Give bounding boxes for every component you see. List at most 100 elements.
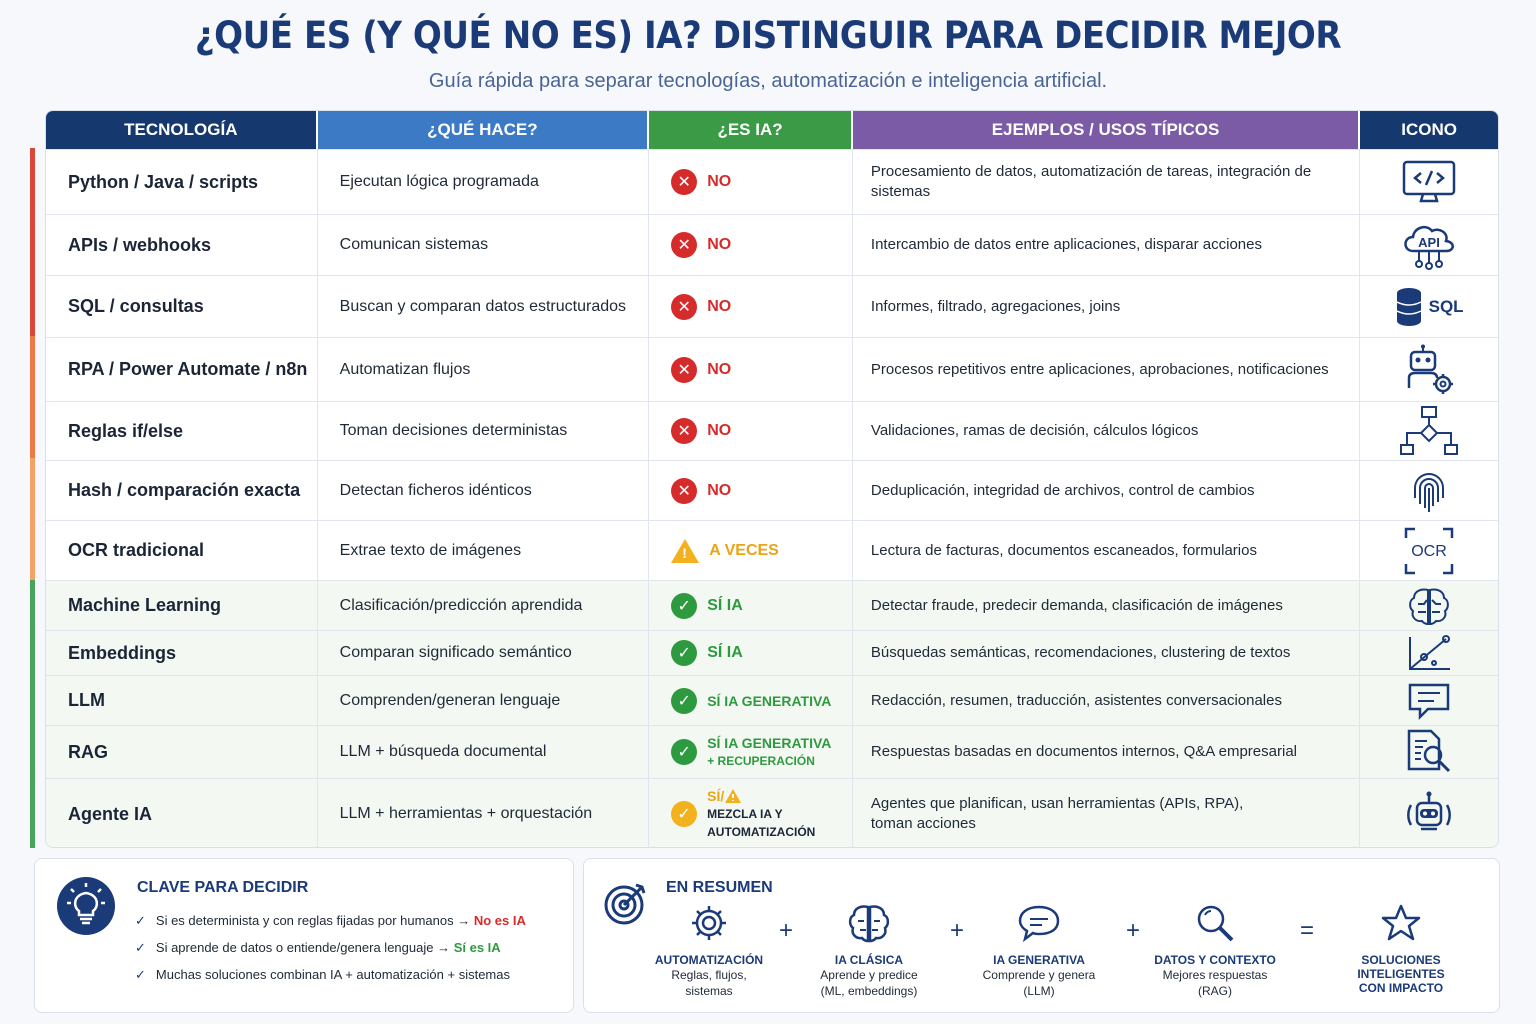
page-subtitle: Guía rápida para separar tecnologías, au… [428,70,1108,92]
key-panel-title: CLAVE PARA DECIDIR [137,879,309,896]
tech-description: LLM + búsqueda documental [318,726,650,778]
check-circle-icon: ✓ [671,640,698,666]
summary-item-desc: Mejores respuestas [1162,968,1268,982]
tech-name: Hash / comparación exacta [46,461,318,520]
summary-item-desc: Comprende y genera [982,968,1096,982]
ocr-icon-text: OCR [1411,543,1447,560]
tech-description: Detectan ficheros idénticos [318,461,650,520]
summary-item-title: AUTOMATIZACIÓN [654,953,764,967]
is-ai-label: SÍ IA GENERATIVA [707,735,832,751]
x-circle-icon: ✕ [671,293,698,320]
summary-item-automation: AUTOMATIZACIÓN Reglas, flujos, sistemas [639,903,779,999]
tech-description: Comparan significado semántico [318,631,650,675]
table-row: LLM Comprenden/generan lenguaje ✓ SÍ IA G… [46,675,1498,725]
list-item: ✓ Muchas soluciones combinan IA + automat… [135,961,526,988]
column-header-examples: EJEMPLOS / USOS TÍPICOS [852,111,1361,149]
key-item-text: Si es determinista y con reglas fijadas … [155,913,471,928]
fingerprint-icon [1360,461,1498,520]
warning-triangle-icon: ! [671,538,700,563]
star-icon [1331,903,1471,943]
is-ai-label: SÍ/ [707,788,725,804]
is-ai-label: NO [707,481,732,499]
tech-name: Embeddings [46,631,318,675]
table-row: Reglas if/else Toman decisiones determin… [46,401,1498,460]
table-row: OCR tradicional Extrae texto de imágenes… [46,520,1498,580]
table-row: Python / Java / scripts Ejecutan lógica … [46,149,1498,214]
tech-examples: Respuestas basadas en documentos interno… [853,726,1361,778]
is-ai-label: NO [707,297,732,315]
tech-description: Toman decisiones deterministas [318,402,650,460]
column-header-is-ai: ¿ES IA? [649,111,853,149]
sidebar-marker-red [30,148,35,336]
x-circle-icon: ✕ [671,477,698,504]
plus-operator: + [779,917,794,944]
is-ai-label: A VECES [709,541,779,559]
tech-examples: Procesos repetitivos entre aplicaciones,… [853,338,1361,401]
is-ai-label: NO [707,236,732,253]
tech-description: Clasificación/predicción aprendida [318,581,650,630]
list-item: ✓ Si es determinista y con reglas fijadas… [135,907,526,934]
summary-item-desc: Reglas, flujos, [671,968,747,982]
summary-item-generative-ai: IA GENERATIVA Comprende y genera (LLM) [969,903,1109,999]
table-row: Machine Learning Clasificación/predicció… [46,580,1498,630]
table-row: RAG LLM + búsqueda documental ✓ SÍ IA GE… [46,725,1498,778]
is-ai-label: NO [707,173,732,190]
tech-examples: Agentes que planifican, usan herramienta… [853,779,1361,847]
is-ai-sublabel: MEZCLA IA Y AUTOMATIZACIÓN [707,807,816,839]
flowchart-icon [1360,402,1498,460]
tech-examples: Informes, filtrado, agregaciones, joins [853,276,1361,337]
tech-name: Agente IA [46,779,318,847]
summary-item-desc: (LLM) [1023,984,1055,998]
check-circle-icon: ✓ [671,739,698,765]
tech-description: Comprenden/generan lenguaje [318,676,650,725]
table-header: TECNOLOGÍA ¿QUÉ HACE? ¿ES IA? EJEMPLOS /… [46,111,1498,149]
api-icon-text: API [1418,235,1440,250]
is-ai-label: SÍ IA [707,596,743,614]
sql-icon-text: SQL [1428,296,1464,316]
key-checklist: ✓ Si es determinista y con reglas fijadas… [135,907,526,988]
key-item-highlight: No es IA [473,913,526,928]
gear-icon [639,903,779,943]
tech-name: OCR tradicional [46,521,318,580]
check-circle-icon: ✓ [671,592,698,619]
summary-item-classic-ai: IA CLÁSICA Aprende y predice (ML, embedd… [799,903,939,999]
check-circle-icon: ✓ [671,687,698,714]
tech-description: Buscan y comparan datos estructurados [318,276,650,337]
sidebar-marker-green [30,580,35,848]
is-ai-label: NO [707,360,732,378]
is-ai-label: NO [707,422,732,439]
summary-item-solutions: SOLUCIONES INTELIGENTES CON IMPACTO [1331,903,1471,995]
tech-examples: Lectura de facturas, documentos escanead… [853,521,1361,580]
brain-icon [799,903,939,943]
robot-head-icon [1360,779,1498,847]
page-title: ¿QUÉ ES (Y QUÉ NO ES) IA? DISTINGUIR PAR… [194,14,1342,57]
tech-description: LLM + herramientas + orquestación [318,779,650,847]
lightbulb-icon [57,877,115,935]
table-row: APIs / webhooks Comunican sistemas ✕ NO I… [46,214,1498,275]
warning-triangle-icon [725,789,742,803]
check-circle-icon: ✓ [671,801,698,827]
summary-item-title: IA CLÁSICA [834,953,904,967]
vector-space-icon [1360,631,1498,675]
key-panel: CLAVE PARA DECIDIR ✓ Si es determinista y… [34,858,574,1013]
summary-item-title-line3: CON IMPACTO [1358,981,1444,995]
x-circle-icon: ✕ [671,356,698,383]
magnifier-icon [1145,903,1285,943]
code-monitor-icon [1360,150,1498,214]
sidebar-marker-orange [30,336,35,458]
tech-name: APIs / webhooks [46,215,318,275]
tech-name: Machine Learning [46,581,318,630]
is-ai-sublabel: + RECUPERACIÓN [707,754,815,768]
table-row: Agente IA LLM + herramientas + orquestac… [46,778,1498,847]
brain-circuit-icon [1360,581,1498,630]
summary-panel-title: EN RESUMEN [666,879,773,896]
api-cloud-icon: API [1360,215,1498,275]
x-circle-icon: ✕ [671,232,698,258]
summary-item-title: SOLUCIONES [1361,953,1441,967]
tech-description: Comunican sistemas [318,215,650,275]
tech-examples: Búsquedas semánticas, recomendaciones, c… [853,631,1361,675]
database-icon: SQL [1360,276,1498,337]
tech-name: RAG [46,726,318,778]
equals-operator: = [1300,917,1315,944]
x-circle-icon: ✕ [671,169,698,195]
